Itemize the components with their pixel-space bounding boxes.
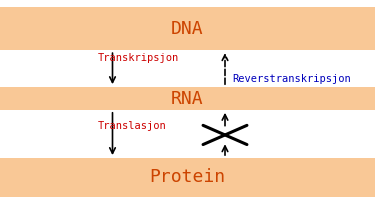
Bar <box>0 7 375 50</box>
Text: Transkripsjon: Transkripsjon <box>98 53 179 63</box>
Text: RNA: RNA <box>171 89 204 108</box>
Text: DNA: DNA <box>171 20 204 38</box>
Bar <box>0 87 375 110</box>
Bar <box>0 158 375 197</box>
Text: Reverstranskripsjon: Reverstranskripsjon <box>232 74 351 85</box>
Text: Translasjon: Translasjon <box>98 121 166 131</box>
Text: Protein: Protein <box>149 168 226 186</box>
